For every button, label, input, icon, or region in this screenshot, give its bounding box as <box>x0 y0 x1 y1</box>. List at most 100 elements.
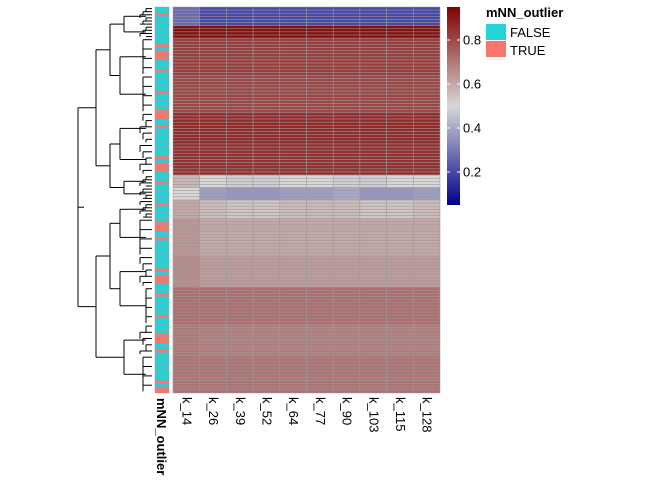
heatmap-cell <box>386 286 414 291</box>
heatmap-cell <box>279 106 307 110</box>
annotation-cell <box>154 246 170 251</box>
heatmap-cell <box>359 196 387 201</box>
heatmap-cell <box>359 346 387 350</box>
heatmap-cell <box>172 374 200 378</box>
heatmap-cell <box>332 50 361 54</box>
heatmap-cell <box>172 346 200 350</box>
heatmap-cell <box>386 230 414 235</box>
heatmap-cell <box>172 78 200 82</box>
heatmap-cell <box>413 252 441 257</box>
heatmap-cell <box>252 109 281 114</box>
heatmap-cell <box>386 271 414 275</box>
heatmap-cell <box>252 342 281 347</box>
annotation-cell <box>154 209 170 213</box>
annotation-cell <box>154 386 170 391</box>
heatmap-cell <box>172 40 200 45</box>
heatmap-cell <box>359 34 387 39</box>
heatmap-cell <box>172 162 200 167</box>
heatmap-cell <box>306 25 334 30</box>
heatmap-cell <box>279 314 307 319</box>
heatmap-cell <box>172 302 200 307</box>
heatmap-cell <box>226 199 254 204</box>
heatmap-cell <box>199 268 227 272</box>
heatmap-cell <box>413 28 441 33</box>
heatmap-cell <box>199 140 227 145</box>
heatmap-cell <box>252 305 281 310</box>
heatmap-cell <box>279 227 307 232</box>
heatmap-cell <box>199 324 227 328</box>
heatmap-cell <box>386 97 414 101</box>
heatmap-cell <box>332 199 361 204</box>
heatmap-cell <box>199 59 227 64</box>
heatmap-cell <box>332 190 361 195</box>
heatmap-cell <box>386 171 414 176</box>
heatmap-cell <box>172 252 200 257</box>
heatmap-cell <box>332 193 361 198</box>
heatmap-cell <box>332 342 361 347</box>
heatmap-cell <box>252 283 281 288</box>
annotation-cell <box>154 59 170 64</box>
heatmap-cell <box>413 324 441 328</box>
heatmap-cell <box>413 227 441 232</box>
heatmap-cell <box>199 131 227 135</box>
heatmap-cell <box>413 308 441 313</box>
heatmap-cell <box>199 69 227 73</box>
heatmap-cell <box>199 121 227 126</box>
annotation-cell <box>154 31 170 36</box>
annotation-cell <box>154 355 170 359</box>
annotation-cell <box>154 240 170 244</box>
heatmap-cell <box>306 233 334 238</box>
annotation-cell <box>154 336 170 341</box>
heatmap-cell <box>386 262 414 266</box>
heatmap-cell <box>413 162 441 167</box>
heatmap-cell <box>413 115 441 120</box>
heatmap-cell <box>359 255 387 260</box>
heatmap-cell <box>199 153 227 157</box>
heatmap-cell <box>252 311 281 316</box>
heatmap-cell <box>413 383 441 388</box>
heatmap-cell <box>199 364 227 369</box>
heatmap-cell <box>199 233 227 238</box>
heatmap-cell <box>252 106 281 110</box>
heatmap-cell <box>252 40 281 45</box>
heatmap-cell <box>359 112 387 117</box>
heatmap-cell <box>279 346 307 350</box>
heatmap-cell <box>413 121 441 126</box>
heatmap-cell <box>359 274 387 279</box>
heatmap-cell <box>172 59 200 64</box>
heatmap-cell <box>172 50 200 54</box>
annotation-cell <box>154 371 170 375</box>
heatmap-cell <box>332 346 361 350</box>
heatmap-cell <box>359 305 387 310</box>
legend-swatch-false <box>486 24 506 40</box>
heatmap-cell <box>199 128 227 132</box>
heatmap-cell <box>332 262 361 266</box>
heatmap-cell <box>332 177 361 182</box>
heatmap-cell <box>332 308 361 313</box>
heatmap-cell <box>226 380 254 384</box>
heatmap-cell <box>226 19 254 23</box>
heatmap-cell <box>359 187 387 191</box>
heatmap-cell <box>199 190 227 195</box>
heatmap-cell <box>306 221 334 226</box>
heatmap-cell <box>172 12 200 17</box>
heatmap-cell <box>226 109 254 114</box>
heatmap-cell <box>252 37 281 42</box>
heatmap-cell <box>413 286 441 291</box>
heatmap-cell <box>359 212 387 216</box>
heatmap-cell <box>306 280 334 285</box>
heatmap-cell <box>306 386 334 391</box>
heatmap-cell <box>252 168 281 173</box>
heatmap-cell <box>252 333 281 338</box>
heatmap-cell <box>332 280 361 285</box>
heatmap-cell <box>226 115 254 120</box>
heatmap-cell <box>386 149 414 154</box>
heatmap-cell <box>332 293 361 297</box>
heatmap-cell <box>172 246 200 251</box>
heatmap-cell <box>413 78 441 82</box>
heatmap-cell <box>413 171 441 176</box>
heatmap-cell <box>226 305 254 310</box>
heatmap-cell <box>199 321 227 325</box>
heatmap-cell <box>332 87 361 92</box>
heatmap-cell <box>386 358 414 363</box>
